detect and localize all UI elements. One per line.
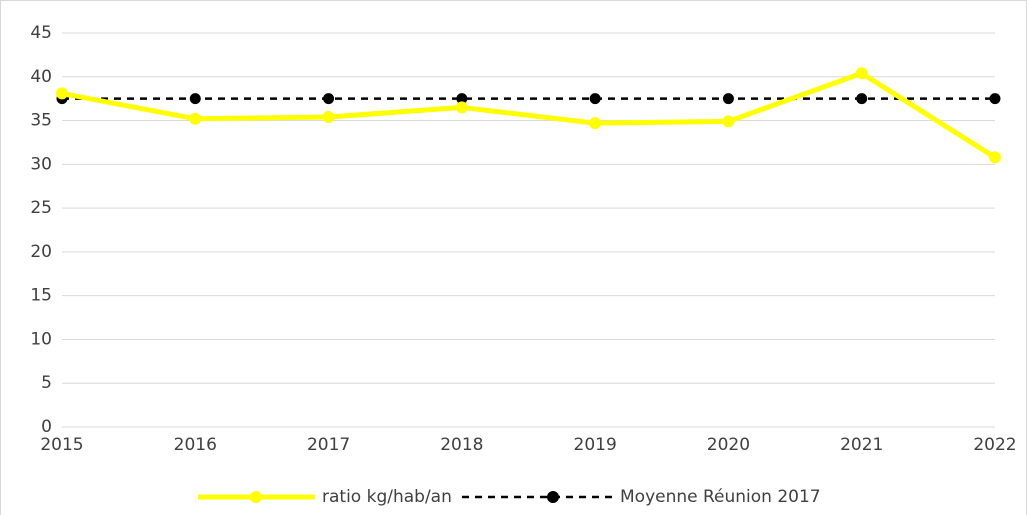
legend-label: Moyenne Réunion 2017	[620, 487, 821, 507]
y-tick-label: 25	[30, 198, 52, 218]
point-marker	[722, 93, 734, 105]
point-marker	[589, 93, 601, 105]
y-tick-label: 5	[41, 373, 52, 393]
point-marker	[589, 117, 602, 130]
point-marker	[56, 87, 68, 100]
x-tick-label: 2015	[40, 435, 83, 455]
point-marker	[455, 101, 468, 114]
point-marker	[855, 67, 868, 80]
point-marker	[189, 112, 202, 125]
legend-marker	[250, 491, 262, 503]
legend-marker	[547, 491, 559, 503]
x-tick-label: 2020	[707, 435, 750, 455]
y-tick-label: 10	[30, 329, 52, 349]
y-tick-label: 45	[30, 23, 52, 43]
x-tick-label: 2022	[973, 435, 1016, 455]
y-tick-label: 30	[30, 154, 52, 174]
y-tick-label: 0	[41, 417, 52, 437]
x-tick-label: 2016	[174, 435, 217, 455]
series-line	[61, 70, 997, 160]
point-marker	[456, 93, 468, 105]
point-marker	[989, 93, 1001, 105]
x-tick-label: 2021	[840, 435, 883, 455]
x-tick-label: 2019	[574, 435, 617, 455]
y-tick-label: 20	[30, 242, 52, 262]
y-tick-label: 40	[30, 67, 52, 87]
point-marker	[989, 151, 1001, 164]
y-tick-label: 35	[30, 111, 52, 131]
legend-label: ratio kg/hab/an	[322, 487, 452, 507]
point-marker	[856, 93, 868, 105]
point-marker	[189, 93, 201, 105]
x-tick-label: 2017	[307, 435, 350, 455]
y-tick-label: 15	[30, 286, 52, 306]
point-marker	[323, 93, 335, 105]
point-marker	[322, 111, 335, 124]
x-tick-label: 2018	[440, 435, 483, 455]
point-marker	[722, 115, 735, 128]
